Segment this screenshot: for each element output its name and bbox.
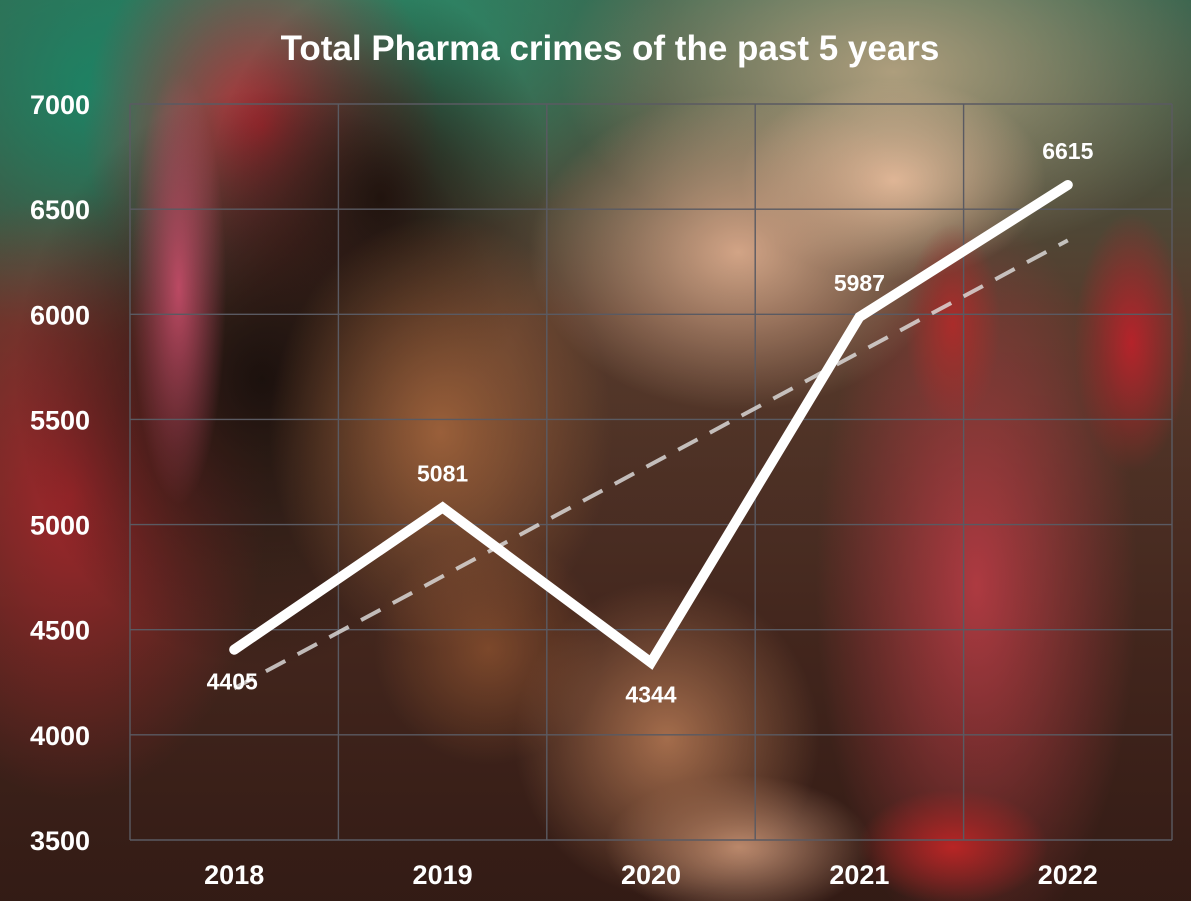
y-tick-label: 6500 <box>30 195 90 225</box>
y-tick-label: 3500 <box>30 826 90 856</box>
data-point <box>1063 180 1072 189</box>
data-label: 5987 <box>834 270 885 296</box>
chart-grid <box>129 103 1173 841</box>
y-tick-label: 5000 <box>30 511 90 541</box>
data-point <box>230 645 239 654</box>
series-line <box>229 179 1073 670</box>
data-label: 4344 <box>625 682 676 708</box>
trend-line <box>233 238 1069 691</box>
y-tick-label: 4000 <box>30 721 90 751</box>
y-tick-label: 6000 <box>30 300 90 330</box>
data-label: 5081 <box>417 461 468 487</box>
data-label: 4405 <box>207 669 258 695</box>
x-tick-label: 2022 <box>1038 860 1098 890</box>
y-axis: 3500 4000 4500 5000 5500 6000 6500 7000 <box>30 90 90 856</box>
x-tick-label: 2019 <box>413 860 473 890</box>
data-point <box>647 658 655 667</box>
data-labels: 4405 5081 4344 5987 6615 <box>207 138 1094 708</box>
series-group <box>229 179 1073 670</box>
data-label: 6615 <box>1042 138 1093 164</box>
data-point <box>438 503 447 512</box>
x-tick-label: 2021 <box>829 860 889 890</box>
chart-title: Total Pharma crimes of the past 5 years <box>281 29 940 68</box>
x-tick-label: 2018 <box>204 860 264 890</box>
y-tick-label: 7000 <box>30 90 90 120</box>
x-axis: 2018 2019 2020 2021 2022 <box>204 860 1098 890</box>
trend-line-group <box>233 238 1069 691</box>
y-tick-label: 4500 <box>30 616 90 646</box>
y-tick-label: 5500 <box>30 405 90 435</box>
x-tick-label: 2020 <box>621 860 681 890</box>
data-point <box>855 313 864 322</box>
